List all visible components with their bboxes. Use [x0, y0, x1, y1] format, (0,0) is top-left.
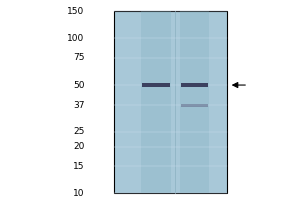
Bar [181, 83, 208, 87]
Bar [180, 11, 209, 193]
Text: 50: 50 [73, 81, 85, 90]
Text: 75: 75 [73, 53, 85, 62]
Text: 15: 15 [73, 162, 85, 171]
Text: 100: 100 [68, 34, 85, 43]
Text: 37: 37 [73, 101, 85, 110]
Text: 25: 25 [73, 127, 85, 136]
Text: 20: 20 [73, 142, 85, 151]
Text: 150: 150 [68, 7, 85, 16]
Bar [141, 11, 171, 193]
Bar [181, 104, 208, 107]
Bar [114, 11, 227, 193]
Text: 10: 10 [73, 189, 85, 198]
Bar [142, 83, 169, 87]
